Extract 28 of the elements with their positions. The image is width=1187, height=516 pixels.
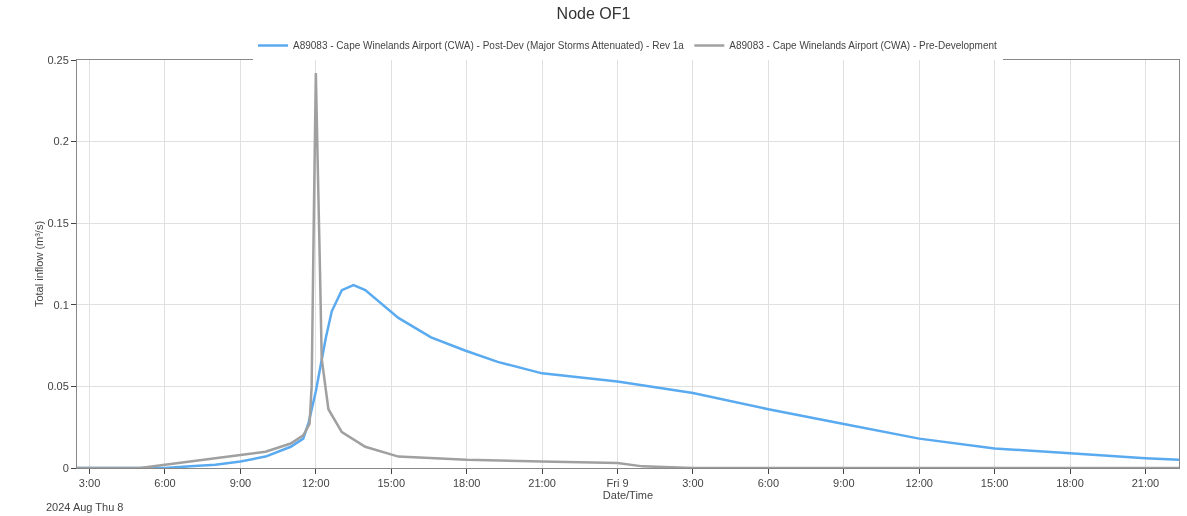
y-tick-label: 0.15 <box>47 217 69 230</box>
x-tick-label: 15:00 <box>980 477 1009 490</box>
x-tick-label: 9:00 <box>833 477 855 490</box>
line-series <box>77 71 1179 468</box>
x-tick-label: 3:00 <box>682 477 704 490</box>
x-tick-label: 9:00 <box>229 477 252 490</box>
y-tick-label: 0.2 <box>53 135 69 148</box>
text: 2024 Aug Thu 8 <box>46 501 124 513</box>
y-axis-title: Total inflow (m³/s) <box>33 220 46 308</box>
y-tick-label: 0.05 <box>47 380 69 393</box>
legend-label: A89083 - Cape Winelands Airport (CWA) - Post-Dev (Major Storms Attenuated) - Rev 1a <box>293 40 685 52</box>
y-tick-label: 0.1 <box>53 298 69 311</box>
legend-label: A89083 - Cape Winelands Airport (CWA) - Pre-Development <box>729 40 998 52</box>
x-tick-label: Fri 9 <box>606 477 629 490</box>
x-tick-label: 6:00 <box>154 477 176 490</box>
x-tick-label: 12:00 <box>905 477 933 490</box>
x-tick-label: 18:00 <box>1056 477 1084 490</box>
x-tick-label: 6:00 <box>757 477 780 490</box>
y-tick-label: 0 <box>62 461 69 474</box>
x-tick-label: 18:00 <box>452 477 481 490</box>
x-tick-label: 15:00 <box>377 477 406 490</box>
chart-title: Node OF1 <box>556 4 631 22</box>
x-tick-label: 21:00 <box>1131 477 1160 490</box>
x-tick-label: 12:00 <box>302 477 330 490</box>
x-tick-label: 21:00 <box>528 477 556 490</box>
x-tick-label: 3:00 <box>78 477 101 490</box>
x-axis-title: Date/Time <box>602 489 654 502</box>
y-tick-label: 0.25 <box>47 53 69 66</box>
